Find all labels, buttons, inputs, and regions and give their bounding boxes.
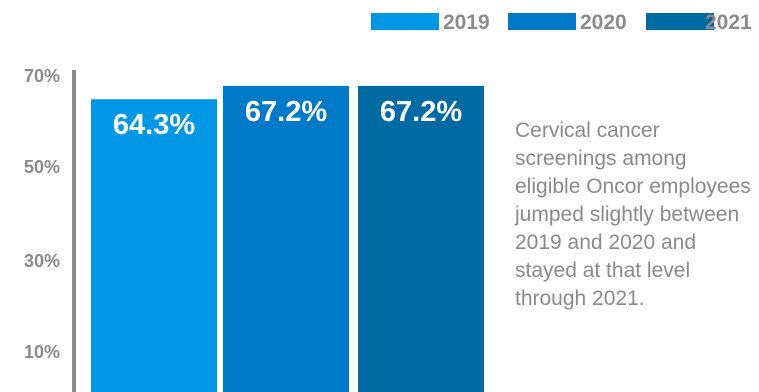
legend-swatch-2019 [371, 13, 439, 30]
legend-swatch-2021 [646, 13, 714, 30]
bar-value-label: 64.3% [113, 109, 195, 141]
legend-swatch-2020 [508, 13, 576, 30]
annotation-text: Cervical cancer screenings among eligibl… [515, 119, 751, 310]
bar-2021 [358, 85, 484, 392]
bar-2020 [223, 85, 349, 392]
y-tick-label: 30% [23, 251, 60, 271]
y-tick-label: 70% [23, 66, 60, 86]
bar-2019 [91, 99, 217, 392]
legend-label-2020: 2020 [580, 11, 627, 34]
legend-label-2021: 2021 [705, 11, 752, 34]
legend-label-2019: 2019 [443, 11, 490, 34]
bar-value-label: 67.2% [245, 96, 327, 128]
y-tick-label: 50% [23, 157, 60, 177]
y-tick-label: 10% [23, 342, 60, 362]
bar-value-label: 67.2% [380, 96, 462, 128]
